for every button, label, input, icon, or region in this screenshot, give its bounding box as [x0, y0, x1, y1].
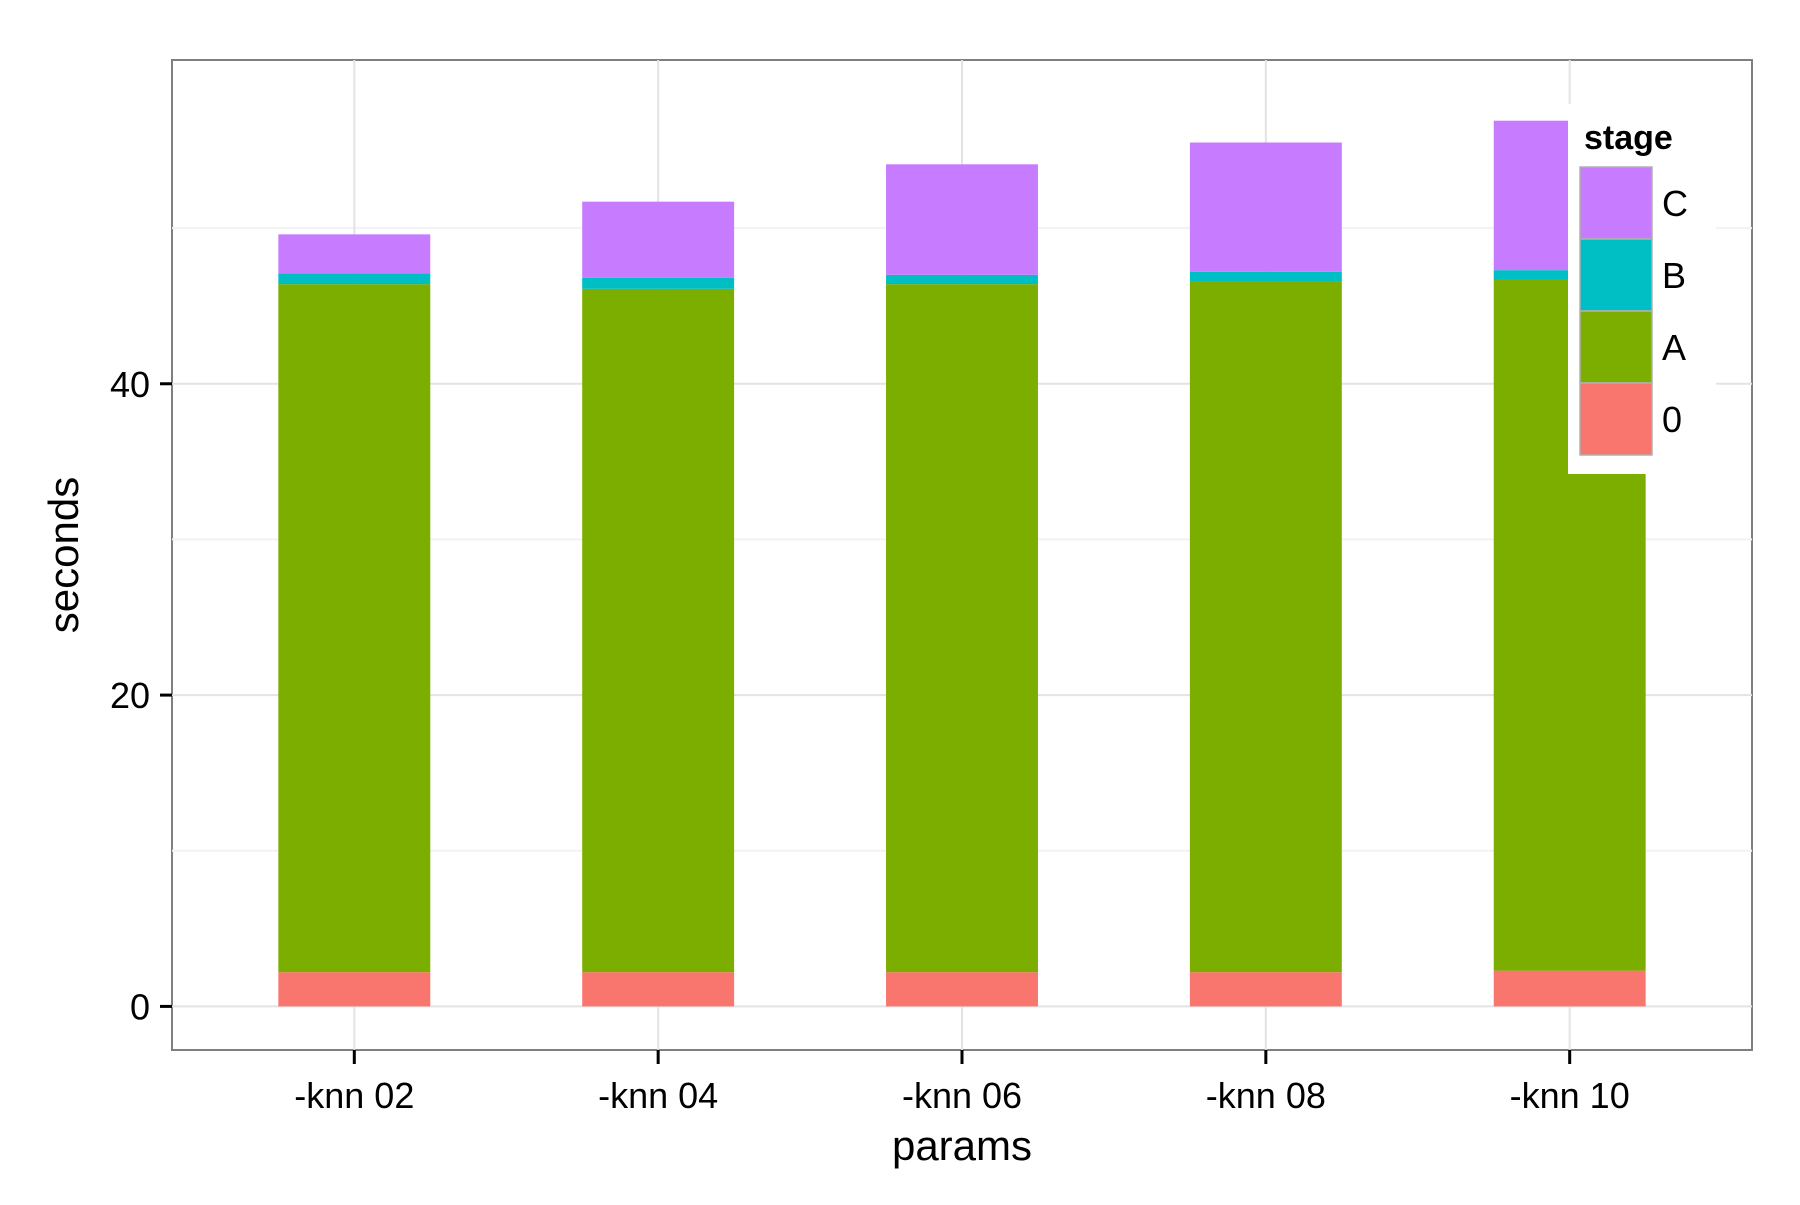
x-axis-title: params	[892, 1122, 1032, 1169]
y-tick-label: 0	[130, 986, 150, 1027]
bar-segment-stage-0-3	[886, 972, 1038, 1007]
legend-title: stage	[1584, 119, 1673, 157]
bar-segment-stage-C-3	[886, 164, 1038, 275]
bar-segment-stage-B-2	[582, 277, 735, 289]
x-axis: -knn 02 -knn 04 -knn 06 -knn 08 -knn 10	[294, 1050, 1630, 1116]
bar-segment-stage-B-1	[278, 273, 431, 285]
legend-label-A: A	[1662, 327, 1686, 368]
legend-key-0	[1580, 383, 1652, 455]
x-tick-label: -knn 08	[1206, 1075, 1326, 1116]
bar-segment-stage-A-1	[278, 284, 431, 973]
bar-segment-stage-0-5	[1493, 970, 1646, 1007]
legend-key-C	[1580, 167, 1652, 239]
x-tick-label: -knn 02	[294, 1075, 414, 1116]
x-tick-label: -knn 06	[902, 1075, 1022, 1116]
bar-segment-stage-A-3	[886, 284, 1038, 973]
legend-key-border	[1579, 382, 1653, 456]
x-tick-label: -knn 10	[1510, 1075, 1630, 1116]
x-tick-label: -knn 04	[598, 1075, 718, 1116]
bar-segment-stage-A-4	[1189, 281, 1342, 973]
bar-segment-stage-C-4	[1189, 142, 1342, 272]
legend-label-B: B	[1662, 255, 1686, 296]
bar-segment-stage-0-4	[1189, 972, 1342, 1007]
y-tick-label: 40	[110, 364, 150, 405]
bar-segment-stage-B-4	[1189, 271, 1342, 282]
y-axis-title: seconds	[40, 477, 87, 633]
bar-segment-stage-B-3	[886, 274, 1038, 285]
bar-segment-stage-C-2	[582, 201, 735, 278]
legend: stage CBA 0	[1568, 104, 1716, 474]
bar-segment-stage-0-2	[582, 972, 735, 1007]
bar-segment-stage-C-1	[278, 234, 431, 274]
legend-items: CBA 0	[1579, 166, 1688, 456]
legend-key-B	[1580, 239, 1652, 311]
legend-label-C: C	[1662, 183, 1688, 224]
bar-segment-stage-0-1	[278, 972, 431, 1007]
y-tick-label: 20	[110, 675, 150, 716]
y-axis: 0 20 40	[110, 364, 172, 1027]
legend-label-0: 0	[1662, 399, 1682, 440]
legend-key-A	[1580, 311, 1652, 383]
bar-segment-stage-A-2	[582, 288, 735, 973]
